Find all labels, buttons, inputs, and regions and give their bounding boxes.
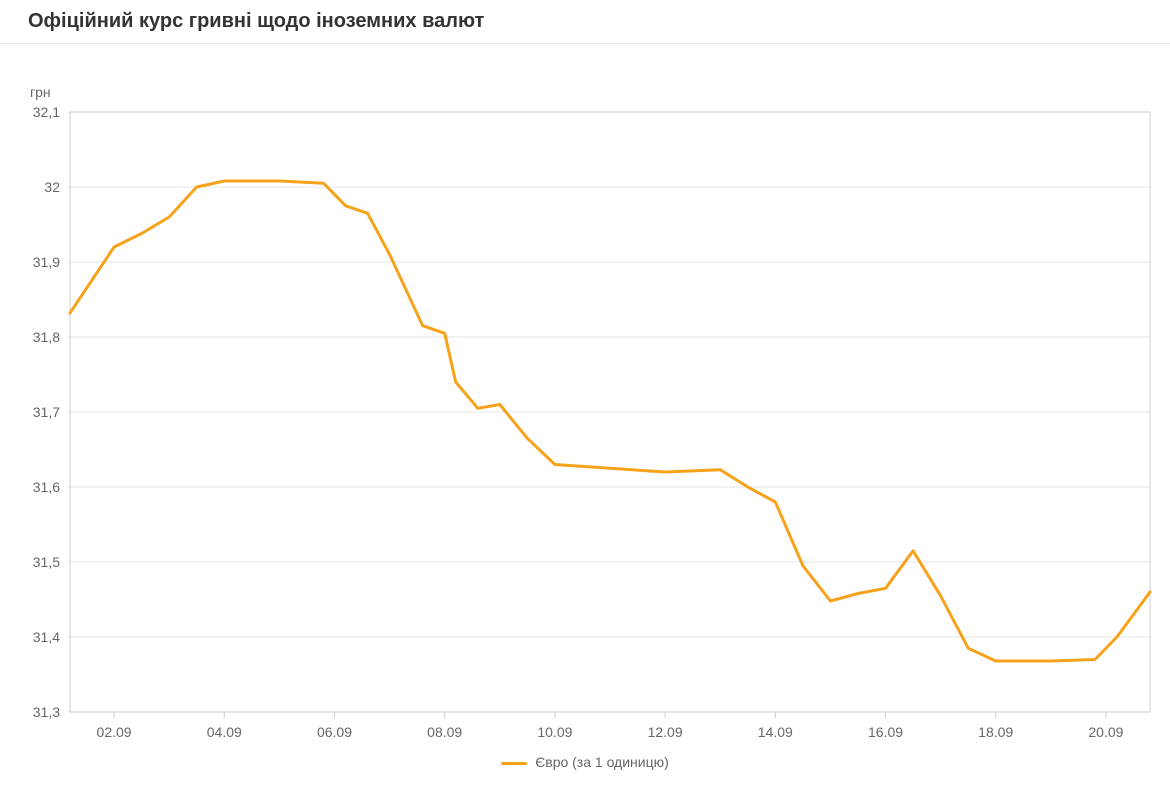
x-tick-label: 14.09 [758, 724, 793, 740]
x-tick-label: 18.09 [978, 724, 1013, 740]
x-tick-label: 10.09 [537, 724, 572, 740]
y-tick-label: 31,4 [14, 629, 60, 645]
y-tick-label: 32 [14, 179, 60, 195]
x-tick-label: 04.09 [207, 724, 242, 740]
legend-label: Євро (за 1 одиницю) [535, 754, 669, 770]
chart-area: грн 31,3 31,4 31,5 31,6 31,7 31,8 31,9 32 32,1 02.… [0, 52, 1170, 772]
line-chart-svg [0, 52, 1170, 772]
legend-swatch-icon [501, 762, 527, 765]
y-tick-label: 31,5 [14, 554, 60, 570]
x-tick-label: 16.09 [868, 724, 903, 740]
x-tick-label: 12.09 [648, 724, 683, 740]
y-tick-label: 31,6 [14, 479, 60, 495]
x-tick-label: 06.09 [317, 724, 352, 740]
y-tick-label: 31,3 [14, 704, 60, 720]
x-tick-label: 02.09 [97, 724, 132, 740]
chart-title: Офіційний курс гривні щодо іноземних вал… [0, 0, 1170, 43]
y-tick-label: 31,9 [14, 254, 60, 270]
y-tick-label: 31,8 [14, 329, 60, 345]
y-tick-label: 32,1 [14, 104, 60, 120]
x-tick-label: 20.09 [1088, 724, 1123, 740]
header-separator [0, 43, 1170, 44]
legend: Євро (за 1 одиницю) [0, 754, 1170, 770]
y-axis-title: грн [30, 84, 51, 100]
y-tick-label: 31,7 [14, 404, 60, 420]
x-tick-label: 08.09 [427, 724, 462, 740]
